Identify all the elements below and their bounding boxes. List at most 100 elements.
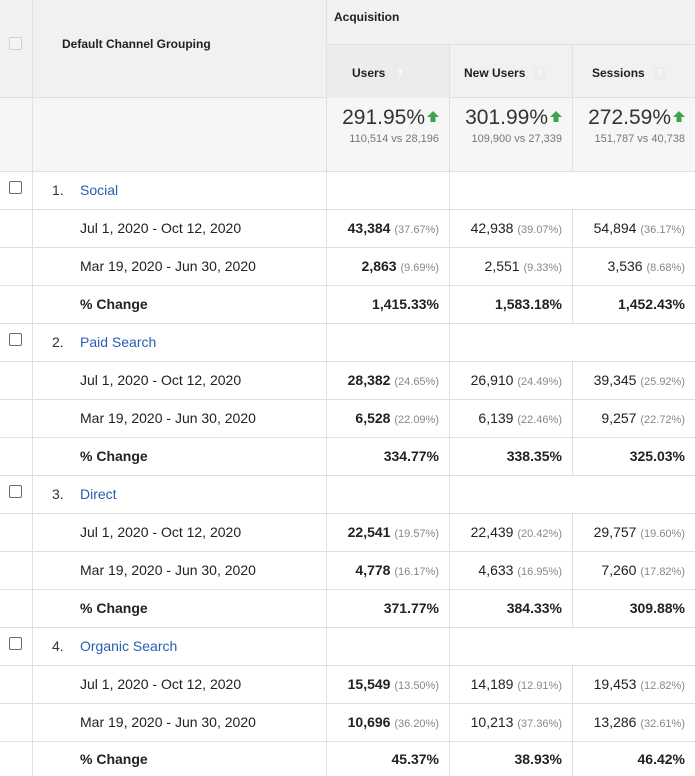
change-label: % Change bbox=[80, 296, 148, 312]
select-all-checkbox[interactable] bbox=[9, 37, 22, 50]
sessions-change-value: 272.59% bbox=[588, 106, 671, 129]
users-cell: 2,863 (9.69%) bbox=[327, 248, 450, 285]
new-users-header-label: New Users bbox=[464, 66, 526, 80]
users-change: 334.77% bbox=[383, 448, 439, 464]
users-change-value: 291.95% bbox=[342, 106, 425, 129]
channel-users-cell bbox=[327, 628, 450, 665]
channel-row: 3. Direct bbox=[0, 476, 695, 514]
new-users-change-cell: 1,583.18% bbox=[450, 286, 573, 323]
new-users-value: 14,189 (12.91%) bbox=[471, 676, 562, 692]
row-checkbox[interactable] bbox=[9, 485, 22, 498]
channel-link[interactable]: Organic Search bbox=[80, 638, 178, 654]
users-change: 45.37% bbox=[391, 751, 439, 767]
users-change: 1,415.33% bbox=[372, 296, 439, 312]
row-checkbox[interactable] bbox=[9, 333, 22, 346]
help-icon[interactable]: ? bbox=[393, 67, 407, 81]
users-comparison: 110,514 vs 28,196 bbox=[349, 133, 439, 145]
change-row: % Change 1,415.33% 1,583.18% 1,452.43% bbox=[0, 286, 695, 324]
row-spacer bbox=[0, 400, 33, 437]
sessions-change: 1,452.43% bbox=[618, 296, 685, 312]
sessions-share: (36.17%) bbox=[640, 224, 685, 236]
sessions-number: 7,260 bbox=[601, 562, 637, 578]
period-label: Mar 19, 2020 - Jun 30, 2020 bbox=[80, 562, 256, 578]
channel-link[interactable]: Social bbox=[80, 182, 119, 198]
sessions-value: 3,536 (8.68%) bbox=[608, 258, 685, 274]
sessions-header[interactable]: Sessions? bbox=[573, 45, 695, 98]
sessions-change-cell: 1,452.43% bbox=[573, 286, 695, 323]
sessions-share: (8.68%) bbox=[646, 262, 685, 274]
sessions-number: 39,345 bbox=[593, 372, 637, 388]
row-spacer bbox=[0, 438, 33, 475]
new-users-number: 10,213 bbox=[470, 714, 514, 730]
channel-name-cell bbox=[33, 324, 327, 361]
row-spacer bbox=[0, 210, 33, 247]
period-cell: Jul 1, 2020 - Oct 12, 2020 bbox=[33, 514, 327, 551]
new-users-change-cell: 384.33% bbox=[450, 590, 573, 627]
new-users-number: 22,439 bbox=[470, 524, 514, 540]
row-spacer bbox=[0, 514, 33, 551]
new-users-share: (16.95%) bbox=[517, 566, 562, 578]
new-users-change: 384.33% bbox=[506, 600, 562, 616]
period-label: Jul 1, 2020 - Oct 12, 2020 bbox=[80, 372, 242, 388]
row-checkbox[interactable] bbox=[9, 637, 22, 650]
sessions-change-cell: 46.42% bbox=[573, 742, 695, 776]
sessions-cell: 39,345 (25.92%) bbox=[573, 362, 695, 399]
row-spacer bbox=[0, 248, 33, 285]
help-icon[interactable]: ? bbox=[533, 67, 547, 81]
users-value: 4,778 (16.17%) bbox=[355, 562, 439, 578]
users-value: 28,382 (24.65%) bbox=[348, 372, 439, 388]
table-row: Mar 19, 2020 - Jun 30, 2020 10,696 (36.2… bbox=[0, 704, 695, 742]
users-cell: 6,528 (22.09%) bbox=[327, 400, 450, 437]
new-users-cell: 14,189 (12.91%) bbox=[450, 666, 573, 703]
channel-link[interactable]: Direct bbox=[80, 486, 117, 502]
sessions-number: 19,453 bbox=[593, 676, 637, 692]
summary-sessions: 272.59% 151,787 vs 40,738 bbox=[573, 98, 695, 171]
up-arrow-icon bbox=[550, 111, 562, 122]
change-label: % Change bbox=[80, 751, 148, 767]
new-users-header[interactable]: New Users? bbox=[450, 45, 573, 98]
sessions-share: (12.82%) bbox=[640, 680, 685, 692]
users-header-text: Users? bbox=[352, 66, 407, 81]
period-cell: Mar 19, 2020 - Jun 30, 2020 bbox=[33, 248, 327, 285]
sessions-cell: 29,757 (19.60%) bbox=[573, 514, 695, 551]
sessions-value: 9,257 (22.72%) bbox=[601, 410, 685, 426]
change-label: % Change bbox=[80, 448, 148, 464]
channel-users-cell bbox=[327, 476, 450, 513]
sessions-comparison: 151,787 vs 40,738 bbox=[594, 133, 685, 145]
users-change-cell: 334.77% bbox=[327, 438, 450, 475]
channel-name-cell bbox=[33, 628, 327, 665]
row-spacer bbox=[0, 742, 33, 776]
new-users-cell: 2,551 (9.33%) bbox=[450, 248, 573, 285]
new-users-cell: 26,910 (24.49%) bbox=[450, 362, 573, 399]
sessions-header-label: Sessions bbox=[592, 66, 645, 80]
new-users-number: 2,551 bbox=[484, 258, 520, 274]
new-users-share: (9.33%) bbox=[523, 262, 562, 274]
period-label: Mar 19, 2020 - Jun 30, 2020 bbox=[80, 410, 256, 426]
new-users-header-text: New Users? bbox=[464, 66, 547, 81]
row-checkbox[interactable] bbox=[9, 181, 22, 194]
channel-index: 4. bbox=[52, 638, 64, 654]
new-users-value: 10,213 (37.36%) bbox=[471, 714, 562, 730]
users-number: 2,863 bbox=[361, 258, 397, 274]
sessions-share: (25.92%) bbox=[640, 376, 685, 388]
sessions-cell: 9,257 (22.72%) bbox=[573, 400, 695, 437]
channel-index: 3. bbox=[52, 486, 64, 502]
period-cell: Jul 1, 2020 - Oct 12, 2020 bbox=[33, 666, 327, 703]
channel-link[interactable]: Paid Search bbox=[80, 334, 157, 350]
new-users-number: 4,633 bbox=[478, 562, 514, 578]
sessions-number: 29,757 bbox=[593, 524, 637, 540]
dimension-header[interactable]: Default Channel Grouping bbox=[33, 0, 327, 97]
change-row: % Change 371.77% 384.33% 309.88% bbox=[0, 590, 695, 628]
users-header[interactable]: Users? bbox=[327, 45, 450, 121]
new-users-share: (37.36%) bbox=[517, 718, 562, 730]
sessions-value: 13,286 (32.61%) bbox=[594, 714, 685, 730]
new-users-change-cell: 38.93% bbox=[450, 742, 573, 776]
summary-checkbox-cell bbox=[0, 98, 33, 171]
channel-users-cell bbox=[327, 172, 450, 209]
users-change-cell: 1,415.33% bbox=[327, 286, 450, 323]
help-icon[interactable]: ? bbox=[652, 67, 666, 81]
new-users-share: (12.91%) bbox=[517, 680, 562, 692]
new-users-value: 4,633 (16.95%) bbox=[478, 562, 562, 578]
new-users-change-pct: 301.99% bbox=[465, 106, 562, 130]
users-cell: 4,778 (16.17%) bbox=[327, 552, 450, 589]
